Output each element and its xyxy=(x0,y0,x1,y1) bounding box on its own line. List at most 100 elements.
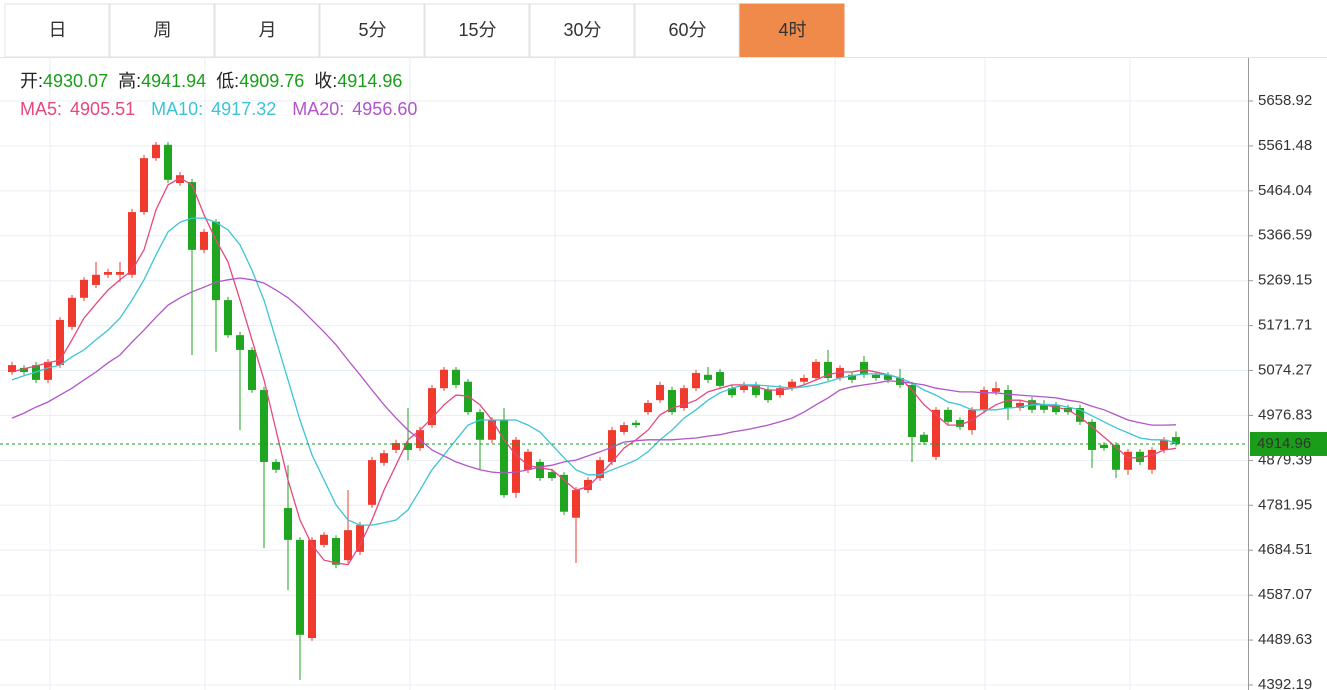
candle-body xyxy=(644,402,652,413)
candle-body xyxy=(728,388,736,396)
candle-body xyxy=(668,390,676,413)
candle-body xyxy=(560,474,568,512)
candle-body xyxy=(572,490,580,518)
legend-separator: : xyxy=(57,99,62,119)
legend-name: MA5 xyxy=(20,99,57,119)
candle-body xyxy=(1160,439,1168,450)
y-tick-label: 4587.07 xyxy=(1258,586,1312,603)
ohlc-label: 高: xyxy=(118,71,141,91)
candle-body xyxy=(596,460,604,479)
y-tick-label: 5464.04 xyxy=(1258,182,1312,199)
ma-line xyxy=(11,217,1177,526)
candle-body xyxy=(800,378,808,382)
candle-body xyxy=(380,453,388,463)
candle-body xyxy=(992,388,1000,392)
candle-body xyxy=(716,372,724,386)
candle-body xyxy=(836,367,844,379)
y-tick-label: 5561.48 xyxy=(1258,137,1312,154)
candle-body xyxy=(1124,451,1132,470)
candle-body xyxy=(872,374,880,379)
candle-body xyxy=(860,361,868,375)
ohlc-label: 开: xyxy=(20,71,43,91)
candle-body xyxy=(392,443,400,450)
candle-body xyxy=(764,390,772,401)
last-price-label: 4914.96 xyxy=(1257,435,1311,452)
candle-body xyxy=(44,361,52,380)
candle-body xyxy=(812,361,820,379)
candle-body xyxy=(332,538,340,565)
ohlc-label: 收: xyxy=(314,71,337,91)
tab-label[interactable]: 月 xyxy=(259,20,277,40)
candle-body xyxy=(104,272,112,275)
candle-body xyxy=(1076,407,1084,422)
ma-legend: MA5: 4905.51 MA10: 4917.32 MA20: 4956.60 xyxy=(20,99,417,119)
candle-body xyxy=(464,381,472,413)
tab[interactable] xyxy=(214,3,320,58)
candle-body xyxy=(884,374,892,380)
candle-body xyxy=(680,388,688,408)
candle-body xyxy=(224,300,232,336)
candle-body xyxy=(752,384,760,396)
candle-body xyxy=(632,422,640,426)
candle-body xyxy=(80,279,88,298)
candle-body xyxy=(1100,444,1108,449)
candle-body xyxy=(488,419,496,440)
tab-label[interactable]: 日 xyxy=(49,20,67,40)
candle-body xyxy=(1112,444,1120,470)
candle-body xyxy=(260,390,268,462)
candle-body xyxy=(920,434,928,443)
candle-body xyxy=(956,419,964,427)
candle-body xyxy=(1136,451,1144,462)
y-tick-label: 4489.63 xyxy=(1258,631,1312,648)
ohlc-header: 开:4930.07 高:4941.94 低:4909.76 收:4914.96 xyxy=(20,71,402,91)
candle-body xyxy=(272,461,280,470)
y-tick-label: 5658.92 xyxy=(1258,92,1312,109)
y-tick-label: 4392.19 xyxy=(1258,676,1312,690)
candle-body xyxy=(344,530,352,561)
candle-body xyxy=(656,384,664,401)
candle-body xyxy=(1004,390,1012,408)
candle-body xyxy=(188,182,196,250)
candle-body xyxy=(524,451,532,470)
tab-label[interactable]: 4时 xyxy=(778,20,806,40)
tab-label[interactable]: 15分 xyxy=(458,20,496,40)
candle-body xyxy=(212,221,220,301)
tab[interactable] xyxy=(739,3,845,58)
legend-value: 4917.32 xyxy=(211,99,276,119)
candle-body xyxy=(1052,404,1060,413)
candle-body xyxy=(176,175,184,184)
tab-label[interactable]: 60分 xyxy=(668,20,706,40)
candle-body xyxy=(92,274,100,285)
tab-label[interactable]: 5分 xyxy=(358,20,386,40)
ohlc-value: 4914.96 xyxy=(337,71,402,91)
candle-body xyxy=(116,272,124,275)
candle-body xyxy=(944,409,952,422)
candle-body xyxy=(152,144,160,159)
candle-body xyxy=(620,425,628,432)
tab[interactable] xyxy=(634,3,740,58)
tab-label[interactable]: 周 xyxy=(154,20,172,40)
candle-body xyxy=(296,539,304,635)
candle-body xyxy=(776,388,784,396)
ohlc-value: 4930.07 xyxy=(43,71,108,91)
candle-body xyxy=(1040,404,1048,410)
legend-value: 4956.60 xyxy=(352,99,417,119)
y-tick-label: 5171.71 xyxy=(1258,317,1312,334)
tab-label[interactable]: 30分 xyxy=(563,20,601,40)
candle-body xyxy=(284,508,292,540)
candle-body xyxy=(236,335,244,350)
candle-body xyxy=(476,412,484,440)
candle-body xyxy=(404,443,412,450)
candle-body xyxy=(1016,402,1024,408)
candle-body xyxy=(164,144,172,180)
tab[interactable] xyxy=(4,3,110,58)
ohlc-label: 低: xyxy=(216,71,239,91)
legend-separator: : xyxy=(198,99,203,119)
y-tick-label: 4976.83 xyxy=(1258,406,1312,423)
candle-body xyxy=(20,367,28,373)
candle-body xyxy=(740,384,748,391)
tab[interactable] xyxy=(109,3,215,58)
candle-body xyxy=(692,372,700,389)
